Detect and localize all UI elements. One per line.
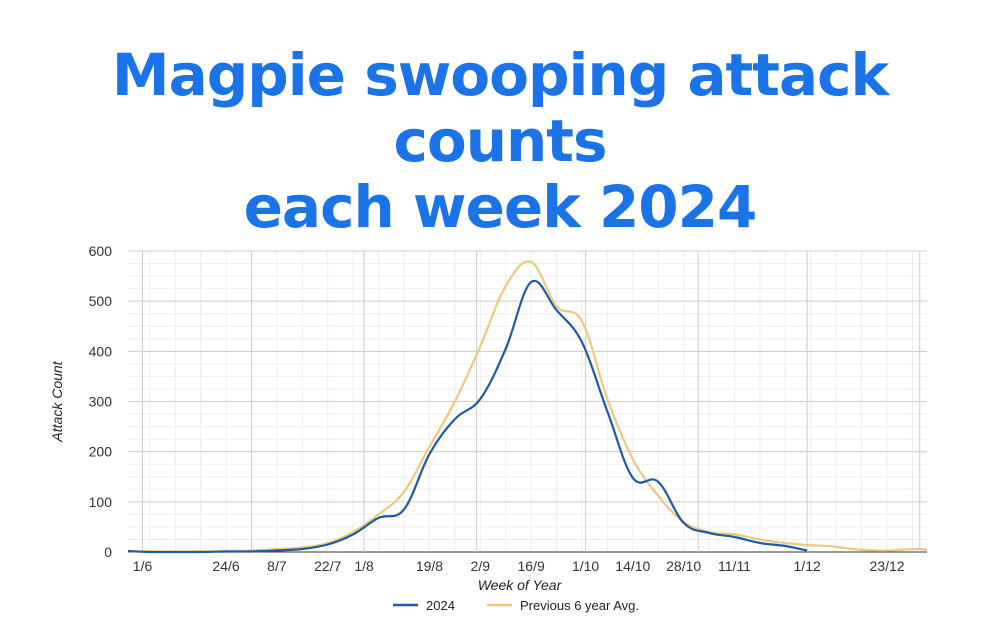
y-tick-label: 300	[89, 394, 113, 410]
series-line-previous-avg	[127, 260, 928, 553]
x-tick-label: 8/7	[267, 558, 287, 574]
x-tick-label: 24/6	[212, 558, 239, 574]
x-tick-label: 14/10	[615, 558, 650, 574]
y-tick-label: 400	[89, 343, 113, 359]
axes: 0 100 200 300 400 500 600 1/6 24/6 8/7 22/7 1/8 19/8…	[49, 243, 905, 593]
legend: 2024 Previous 6 year Avg.	[393, 598, 639, 613]
legend-item-2024-label: 2024	[426, 598, 455, 613]
x-tick-label: 1/6	[133, 558, 153, 574]
series-lines	[127, 260, 928, 554]
legend-item-previous-avg-label: Previous 6 year Avg.	[520, 598, 639, 613]
chart-title-line-1: Magpie swooping attack counts	[111, 41, 889, 175]
y-tick-label: 600	[89, 243, 113, 259]
y-tick-label: 200	[89, 444, 113, 460]
y-tick-label: 0	[104, 544, 112, 560]
x-tick-label: 22/7	[314, 558, 341, 574]
series-line-2024	[127, 279, 808, 554]
x-tick-label: 23/12	[870, 558, 905, 574]
chart-title-line-2: each week 2024	[243, 173, 758, 241]
x-tick-label: 2/9	[471, 558, 491, 574]
y-tick-label: 500	[89, 293, 113, 309]
grid	[128, 250, 927, 553]
chart-title: Magpie swooping attack counts each week …	[0, 42, 1000, 240]
x-tick-label: 1/10	[572, 558, 599, 574]
x-tick-label: 11/11	[718, 558, 751, 574]
x-tick-label: 28/10	[666, 558, 701, 574]
x-tick-label: 16/9	[518, 558, 545, 574]
x-tick-label: 1/12	[794, 558, 821, 574]
y-tick-label: 100	[89, 494, 113, 510]
x-axis-title: Week of Year	[478, 577, 563, 593]
x-tick-label: 19/8	[416, 558, 443, 574]
x-tick-label: 1/8	[354, 558, 374, 574]
y-axis-title: Attack Count	[49, 360, 65, 442]
